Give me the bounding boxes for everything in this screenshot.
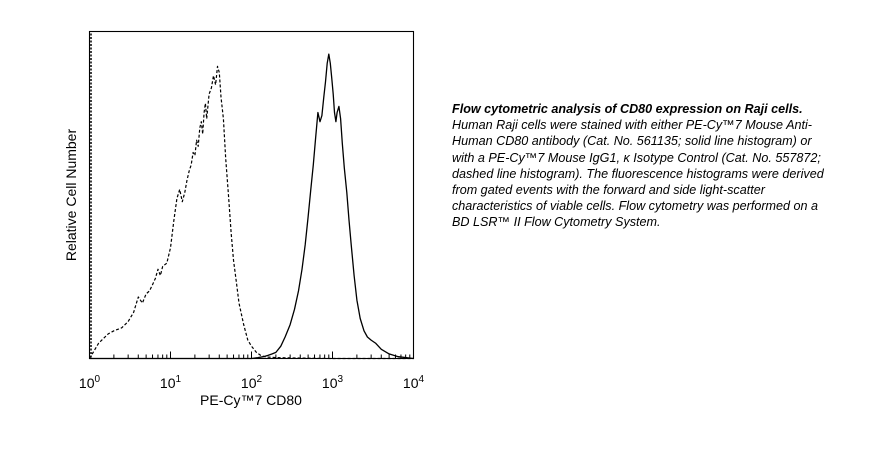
x-tick-label: 104: [403, 374, 425, 391]
x-tick-label: 100: [79, 374, 101, 391]
caption-body: Human Raji cells were stained with eithe…: [452, 118, 824, 230]
histogram-series: [88, 33, 414, 360]
histogram-chart: 100 101 102 103 104 PE-Cy™7 CD80 Relative Ce…: [63, 30, 425, 408]
x-axis-ticks: [89, 351, 414, 359]
cd80-stained-histogram: [89, 53, 414, 360]
y-axis-label: Relative Cell Number: [63, 129, 79, 262]
histogram-figure: 100 101 102 103 104 PE-Cy™7 CD80 Relative Ce…: [0, 0, 430, 453]
caption-title: Flow cytometric analysis of CD80 express…: [452, 102, 803, 116]
figure-caption: Flow cytometric analysis of CD80 express…: [452, 101, 827, 231]
x-tick-label: 103: [322, 374, 344, 391]
x-axis-tick-labels: 100 101 102 103 104: [79, 374, 425, 391]
x-axis-label: PE-Cy™7 CD80: [200, 392, 302, 408]
plot-frame: [88, 30, 415, 360]
x-tick-label: 101: [160, 374, 182, 391]
isotype-control-histogram: [88, 65, 414, 360]
x-tick-label: 102: [241, 374, 263, 391]
